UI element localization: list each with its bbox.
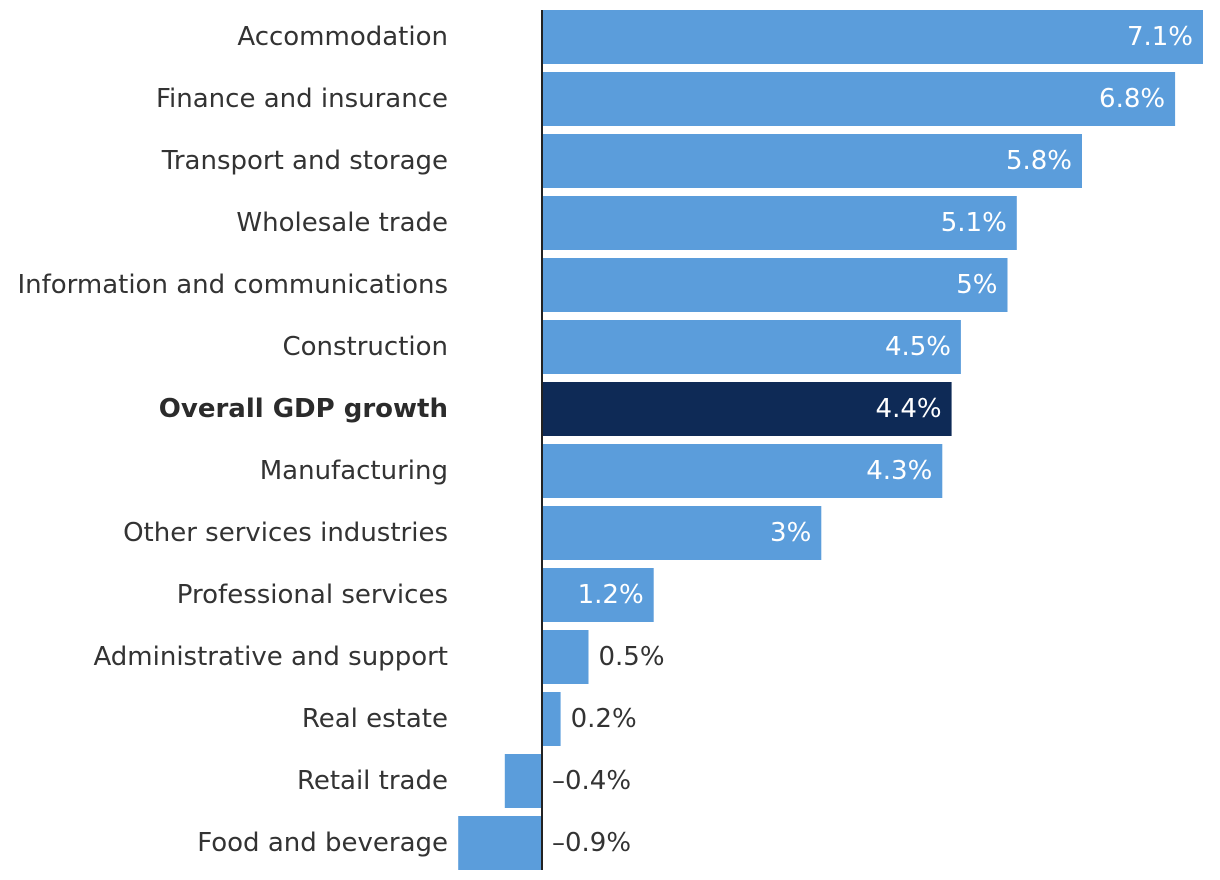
category-label-finance-and-insurance: Finance and insurance	[156, 84, 448, 114]
category-labels-group: Accommodation Finance and insurance Transp…	[17, 22, 448, 858]
category-label-real-estate: Real estate	[302, 704, 448, 734]
bar-wholesale-trade	[542, 196, 1017, 250]
category-label-overall-gdp-growth: Overall GDP growth	[159, 394, 448, 424]
bar-manufacturing	[542, 444, 943, 498]
bar-construction	[542, 320, 961, 374]
bar-accommodation	[542, 10, 1203, 64]
value-label-other-services-industries: 3%	[770, 518, 811, 548]
bar-overall-gdp-growth	[542, 382, 952, 436]
bar-professional-services	[542, 568, 654, 622]
bar-retail-trade	[504, 754, 542, 808]
value-label-accommodation: 7.1%	[1127, 22, 1193, 52]
category-label-retail-trade: Retail trade	[297, 766, 448, 796]
bar-other-services-industries	[542, 506, 822, 560]
bar-information-and-communications	[542, 258, 1008, 312]
bar-finance-and-insurance	[542, 72, 1176, 126]
value-label-professional-services: 1.2%	[578, 580, 644, 610]
value-labels-group: 7.1% 6.8% 5.8% 5.1% 5% 4.5% 4.4% 4.3% 3% 1.2% 0.5%…	[552, 22, 1193, 858]
bars-group	[458, 10, 1203, 870]
value-label-finance-and-insurance: 6.8%	[1099, 84, 1165, 114]
bar-real-estate	[542, 692, 561, 746]
category-label-administrative-and-support: Administrative and support	[93, 642, 448, 672]
value-label-retail-trade: –0.4%	[552, 766, 631, 796]
value-label-transport-and-storage: 5.8%	[1006, 146, 1072, 176]
category-label-other-services-industries: Other services industries	[123, 518, 448, 548]
value-label-manufacturing: 4.3%	[866, 456, 932, 486]
value-label-information-and-communications: 5%	[956, 270, 997, 300]
category-label-transport-and-storage: Transport and storage	[161, 146, 448, 176]
category-label-accommodation: Accommodation	[237, 22, 448, 52]
bar-transport-and-storage	[542, 134, 1082, 188]
value-label-food-and-beverage: –0.9%	[552, 828, 631, 858]
value-label-administrative-and-support: 0.5%	[599, 642, 665, 672]
category-label-professional-services: Professional services	[177, 580, 448, 610]
value-label-wholesale-trade: 5.1%	[941, 208, 1007, 238]
category-label-construction: Construction	[282, 332, 448, 362]
bar-food-and-beverage	[458, 816, 542, 870]
category-label-wholesale-trade: Wholesale trade	[236, 208, 448, 238]
value-label-real-estate: 0.2%	[571, 704, 637, 734]
bar-administrative-and-support	[542, 630, 589, 684]
category-label-food-and-beverage: Food and beverage	[197, 828, 448, 858]
value-label-overall-gdp-growth: 4.4%	[876, 394, 942, 424]
category-label-manufacturing: Manufacturing	[260, 456, 448, 486]
value-label-construction: 4.5%	[885, 332, 951, 362]
category-label-information-and-communications: Information and communications	[17, 270, 448, 300]
